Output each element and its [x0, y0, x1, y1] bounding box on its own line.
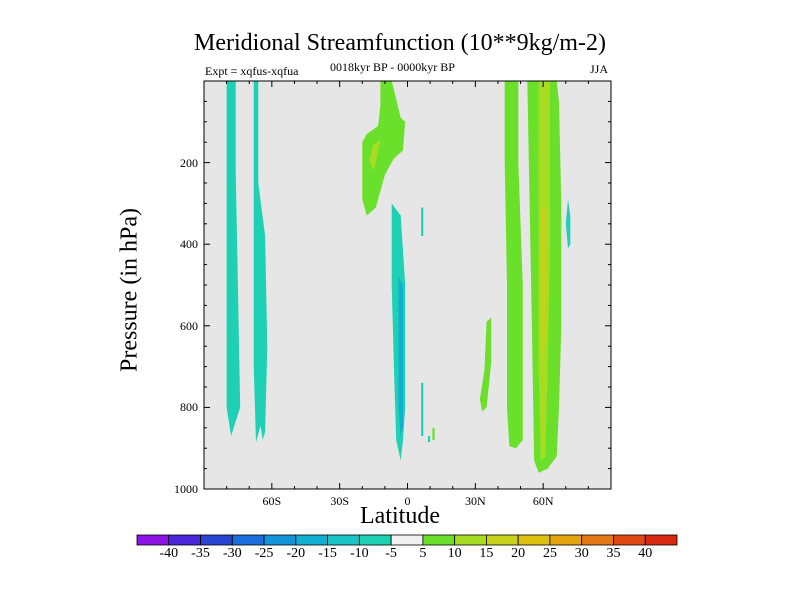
- contour-region-cell-60N-max: [540, 203, 546, 367]
- colorbar-label: -10: [350, 546, 369, 561]
- colorbar-box: [517, 534, 551, 546]
- colorbar-box: [231, 534, 265, 546]
- colorbar-box: [390, 534, 424, 546]
- colorbar-label: 5: [419, 546, 427, 561]
- x-tick-label: 30N: [464, 494, 486, 508]
- colorbar-label: -15: [318, 546, 337, 561]
- x-tick-label: 60N: [532, 494, 554, 508]
- colorbar-label: 40: [638, 546, 653, 561]
- x-tick-label: 60S: [262, 494, 282, 508]
- colorbar-label: -40: [159, 546, 179, 561]
- colorbar-label: -35: [191, 546, 210, 561]
- colorbar-label: -20: [286, 546, 306, 561]
- contour-region-cell-6N-low: [421, 382, 424, 436]
- colorbar-box: [263, 534, 297, 546]
- colorbar-label: 20: [511, 546, 526, 561]
- season-label: JJA: [590, 62, 609, 76]
- y-tick-label: 400: [180, 237, 198, 252]
- contour-region-cell-40N: [479, 317, 492, 412]
- colorbar-box: [136, 534, 170, 546]
- contour-region-cell-72N: [565, 199, 571, 249]
- colorbar-label: -30: [222, 546, 242, 561]
- chart-title: Meridional Streamfunction (10**9kg/m-2): [194, 30, 606, 56]
- y-tick-label: 200: [180, 155, 198, 170]
- contour-region-cell-10N-line: [432, 427, 435, 440]
- x-tick-label: 30S: [330, 494, 349, 508]
- colorbar-label: 35: [606, 546, 621, 561]
- contour-region-cell-47N: [504, 81, 523, 449]
- colorbar-box: [422, 534, 456, 546]
- contour-region-cell-80S: [226, 81, 241, 436]
- colorbar-box: [549, 534, 583, 546]
- colorbar-box: [454, 534, 487, 546]
- x-axis-label: Latitude: [360, 503, 440, 529]
- colorbar-box: [581, 534, 614, 546]
- colorbar-box: [644, 534, 678, 546]
- colorbar-label: 30: [574, 546, 589, 561]
- colorbar-label: 10: [447, 546, 462, 561]
- contour-region-cell-1S: [398, 276, 403, 436]
- x-tick-label: 0: [404, 494, 411, 508]
- y-tick-label: 800: [180, 400, 198, 415]
- contour-region-cell-65S: [253, 81, 268, 443]
- colorbar-box: [358, 534, 392, 546]
- colorbar-label: -25: [254, 546, 274, 561]
- contour-region-cell-15S-core: [369, 140, 381, 171]
- colorbar-label: -5: [385, 546, 397, 561]
- colorbar-box: [486, 534, 519, 546]
- colorbar-label: 15: [479, 546, 494, 561]
- experiment-label: Expt = xqfus-xqfua: [205, 64, 299, 78]
- contour-region-cell-7N: [421, 207, 424, 236]
- colorbar-box: [200, 534, 233, 546]
- y-tick-label: 1000: [174, 482, 198, 496]
- contour-region-cell-9N: [427, 436, 431, 443]
- colorbar-box: [295, 534, 328, 546]
- colorbar-box: [327, 534, 360, 546]
- y-tick-label: 600: [180, 318, 198, 333]
- colorbar-label: 25: [542, 546, 557, 561]
- colorbar-box: [168, 534, 201, 546]
- chart-subtitle: 0018kyr BP - 0000kyr BP: [330, 60, 455, 74]
- colorbar-box: [613, 534, 646, 546]
- contour-region-cell-15S-upper: [362, 81, 406, 216]
